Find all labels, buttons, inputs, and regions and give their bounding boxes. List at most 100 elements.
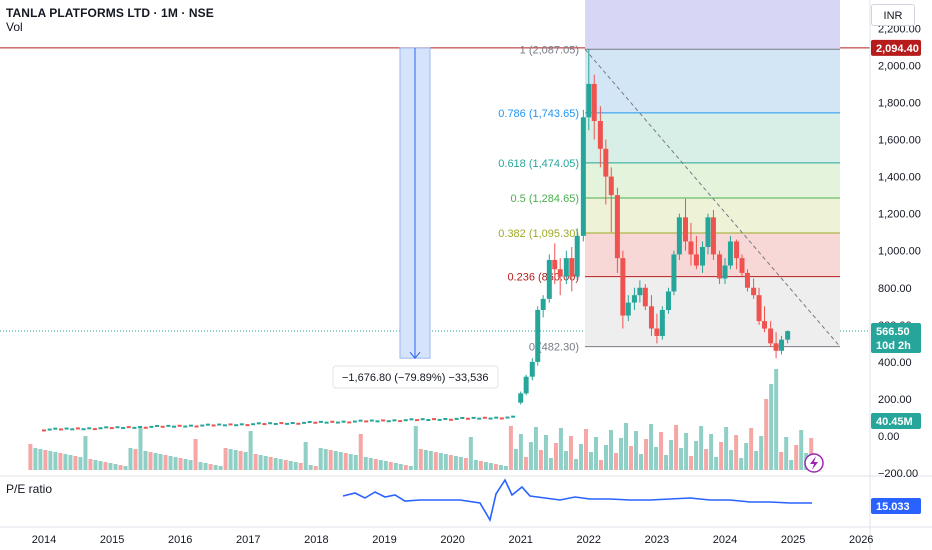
candle bbox=[779, 339, 785, 351]
volume-bar bbox=[699, 426, 704, 470]
candle bbox=[177, 424, 182, 427]
symbol-title[interactable]: TANLA PLATFORMS LTD · 1M · NSE bbox=[6, 6, 214, 20]
candle bbox=[614, 195, 620, 259]
pe-ratio-pane: P/E ratio 15.033 bbox=[0, 475, 932, 523]
fibonacci-retracement: 1 (2,087.05) 0.786 (1,743.65) 0.618 (1,474… bbox=[498, 0, 841, 354]
volume-bar bbox=[769, 384, 774, 470]
candle bbox=[511, 415, 516, 418]
volume-bar bbox=[528, 442, 533, 470]
candle bbox=[727, 241, 733, 266]
volume-bar bbox=[749, 428, 754, 470]
volume-bar bbox=[513, 449, 518, 470]
fib-band-0.5 bbox=[585, 162, 840, 198]
volume-bar bbox=[619, 438, 624, 470]
candle bbox=[608, 176, 614, 196]
volume-legend[interactable]: Vol bbox=[6, 20, 23, 34]
volume-bar bbox=[183, 459, 188, 470]
volume-bar bbox=[553, 443, 558, 470]
candle bbox=[637, 287, 643, 296]
lightning-icon[interactable] bbox=[804, 453, 824, 473]
volume-bar bbox=[664, 455, 669, 470]
volume-bar bbox=[143, 451, 148, 470]
candle bbox=[625, 302, 631, 316]
candle bbox=[494, 416, 499, 419]
volume-bar bbox=[644, 439, 649, 470]
volume-bar bbox=[764, 399, 769, 470]
x-tick-label: 2026 bbox=[849, 534, 873, 546]
candle bbox=[574, 235, 580, 277]
volume-bar bbox=[278, 459, 283, 470]
candle bbox=[70, 428, 75, 431]
x-tick-label: 2020 bbox=[440, 534, 464, 546]
fib-band-0.618 bbox=[585, 112, 840, 163]
volume-bar bbox=[333, 451, 338, 470]
volume-bar bbox=[258, 455, 263, 470]
measure-label: −1,676.80 (−79.89%) −33,536 bbox=[342, 372, 488, 384]
volume-bar bbox=[313, 466, 318, 470]
fib-label-0.5: 0.5 (1,284.65) bbox=[511, 193, 580, 205]
candle bbox=[717, 254, 723, 279]
volume-bar bbox=[453, 456, 458, 470]
fib-band-extension bbox=[585, 0, 840, 50]
volume-bar bbox=[73, 456, 78, 470]
volume-bar bbox=[148, 452, 153, 470]
volume-bar bbox=[523, 457, 528, 470]
volume-bar bbox=[318, 448, 323, 470]
volume-bar bbox=[774, 369, 779, 470]
candle bbox=[409, 418, 414, 421]
candle bbox=[222, 424, 227, 427]
candle bbox=[631, 295, 637, 303]
candle bbox=[347, 421, 352, 424]
candle bbox=[352, 420, 357, 423]
volume-bar bbox=[128, 448, 133, 470]
volume-bar bbox=[684, 433, 689, 470]
candle bbox=[98, 427, 103, 430]
volume-bar bbox=[463, 458, 468, 470]
volume-bar bbox=[78, 457, 83, 470]
volume-bar bbox=[268, 457, 273, 470]
price-range-measure: −1,676.80 (−79.89%) −33,536 bbox=[332, 47, 499, 389]
volume-bar bbox=[603, 445, 608, 470]
volume-bar bbox=[654, 447, 659, 470]
candle bbox=[211, 424, 216, 427]
candle bbox=[540, 298, 546, 310]
volume-bar bbox=[779, 452, 784, 470]
candle bbox=[460, 416, 465, 419]
volume-bar bbox=[193, 439, 198, 470]
volume-bar bbox=[163, 455, 168, 470]
fib-label-0: 0 (482.30) bbox=[529, 342, 579, 354]
volume-bar bbox=[253, 454, 258, 470]
candle bbox=[518, 393, 524, 403]
horizontal-line-price-tag: 2,094.40 bbox=[871, 39, 921, 56]
volume-bar bbox=[724, 427, 729, 470]
candle bbox=[92, 428, 97, 431]
volume-bar bbox=[338, 452, 343, 470]
volume-bar bbox=[373, 459, 378, 470]
volume-bar bbox=[483, 462, 488, 470]
volume-bar bbox=[418, 449, 423, 470]
candle bbox=[471, 416, 476, 419]
volume-bar bbox=[799, 430, 804, 470]
candle bbox=[369, 419, 374, 422]
candle bbox=[499, 417, 504, 420]
volume-bar bbox=[173, 457, 178, 470]
fib-label-1: 1 (2,087.05) bbox=[520, 44, 579, 56]
candle bbox=[47, 428, 52, 431]
candle bbox=[426, 418, 431, 421]
volume-bar bbox=[178, 458, 183, 470]
volume-bar bbox=[598, 460, 603, 470]
volume-bar bbox=[694, 441, 699, 470]
candle bbox=[773, 343, 779, 351]
currency-button[interactable]: INR bbox=[871, 4, 915, 26]
candle bbox=[659, 309, 665, 336]
volume-bar bbox=[93, 460, 98, 470]
volume-bar bbox=[508, 426, 513, 470]
candle bbox=[42, 429, 46, 432]
x-tick-label: 2016 bbox=[168, 534, 192, 546]
volume-bar bbox=[208, 464, 213, 470]
volume-bar bbox=[498, 465, 503, 470]
volume-bar bbox=[583, 429, 588, 470]
candle bbox=[160, 425, 165, 428]
candle bbox=[75, 427, 80, 430]
